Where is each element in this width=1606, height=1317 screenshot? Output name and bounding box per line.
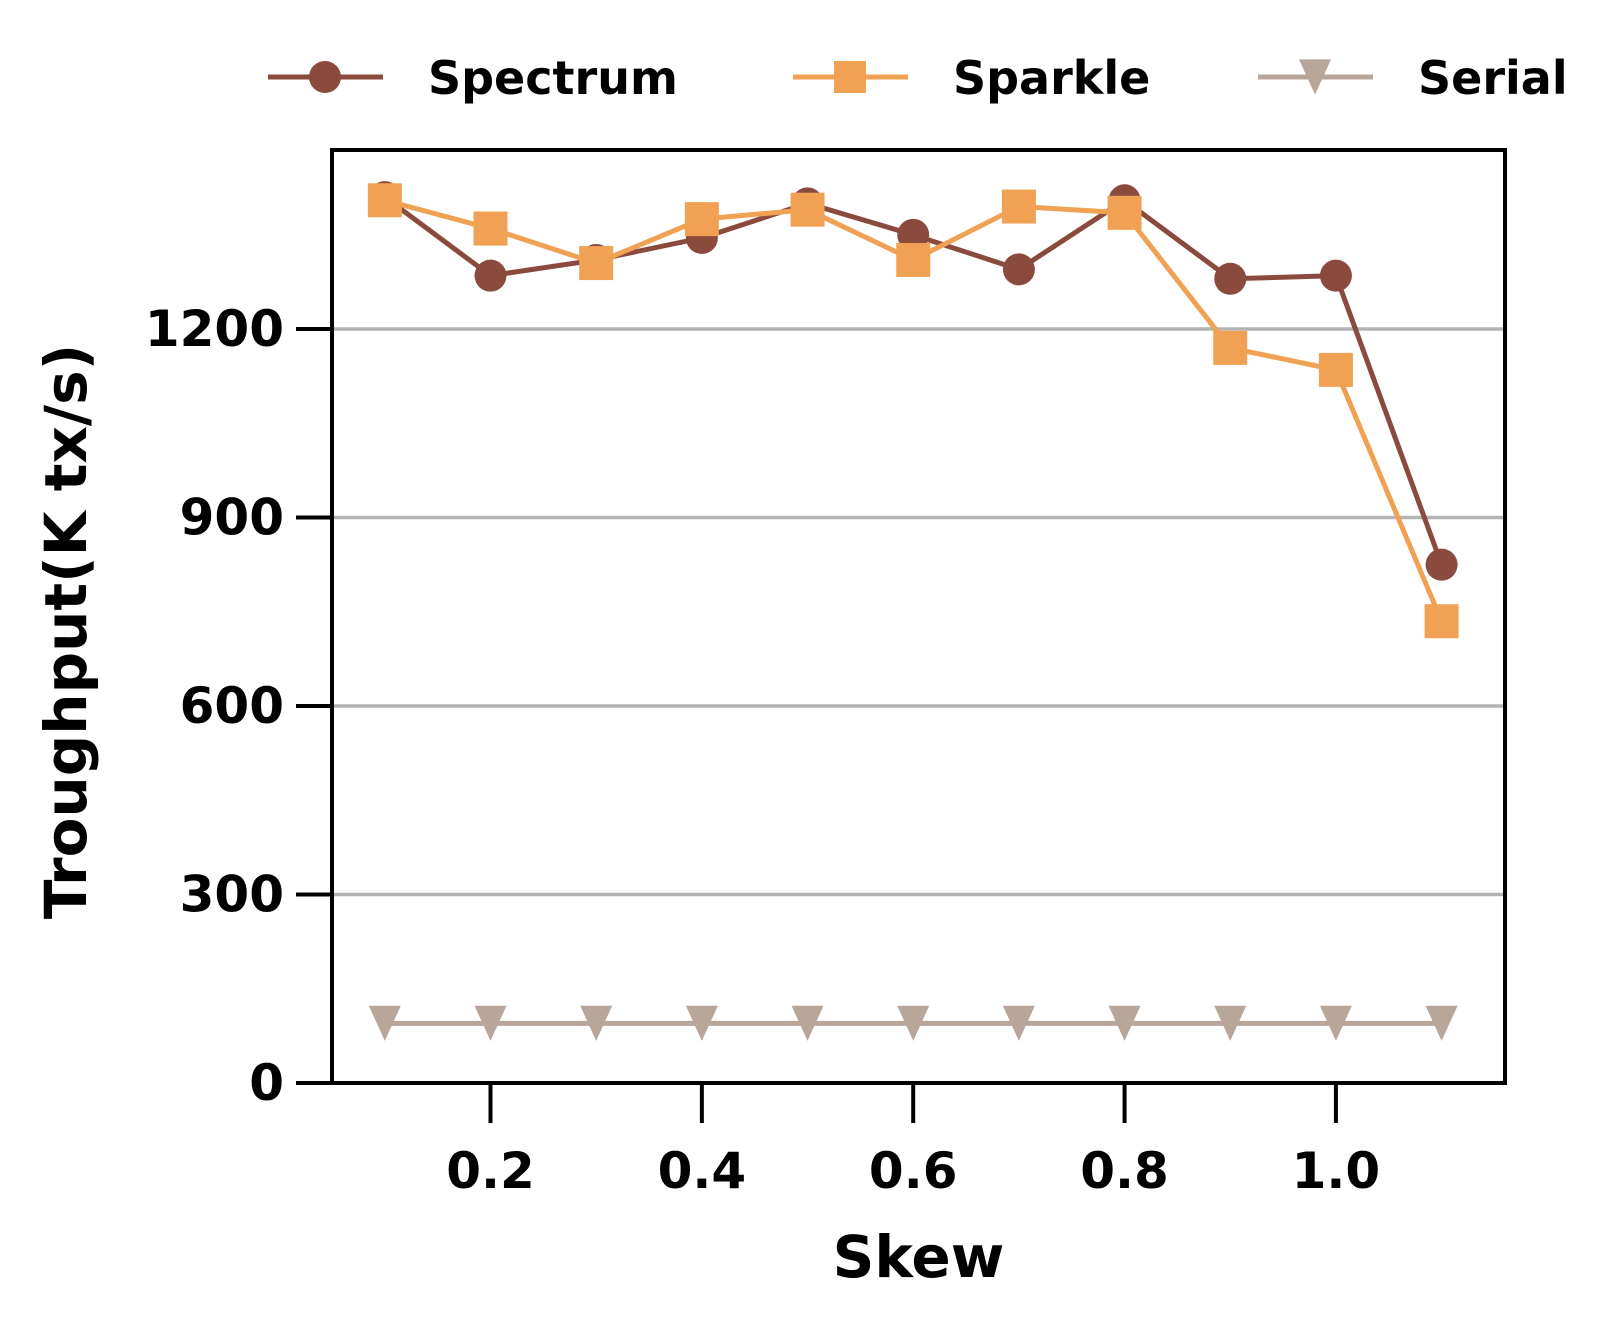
y-axis-title: Troughput(K tx/s) bbox=[32, 344, 100, 919]
data-point-serial bbox=[1002, 1005, 1035, 1041]
data-point-spectrum bbox=[1002, 253, 1035, 286]
data-point-spectrum bbox=[1425, 548, 1458, 581]
data-point-sparkle bbox=[579, 246, 614, 281]
data-point-sparkle bbox=[1424, 604, 1459, 639]
x-axis-title: Skew bbox=[833, 1223, 1005, 1291]
data-point-sparkle bbox=[1001, 189, 1036, 224]
legend-item-sparkle: Sparkle bbox=[793, 51, 1150, 105]
x-tick-label: 0.4 bbox=[658, 1142, 747, 1200]
legend: Spectrum Sparkle Serial bbox=[268, 51, 1568, 105]
data-point-serial bbox=[1214, 1005, 1247, 1041]
data-point-serial bbox=[368, 1005, 401, 1041]
x-tick-label: 0.6 bbox=[869, 1142, 958, 1200]
data-point-sparkle bbox=[1318, 352, 1353, 387]
x-tick-label: 0.8 bbox=[1080, 1142, 1169, 1200]
data-point-serial bbox=[1425, 1005, 1458, 1041]
legend-item-spectrum: Spectrum bbox=[268, 51, 678, 105]
series-lines bbox=[383, 195, 1444, 1026]
legend-label: Serial bbox=[1418, 51, 1568, 105]
data-point-spectrum bbox=[474, 259, 507, 292]
y-tick-label: 300 bbox=[180, 866, 284, 924]
data-point-serial bbox=[791, 1005, 824, 1041]
x-axis: 0.2 0.4 0.6 0.8 1.0 bbox=[446, 1083, 1380, 1200]
data-point-serial bbox=[474, 1005, 507, 1041]
data-point-sparkle bbox=[1107, 195, 1142, 230]
x-tick-label: 0.2 bbox=[446, 1142, 535, 1200]
legend-label: Spectrum bbox=[428, 51, 678, 105]
legend-label: Sparkle bbox=[953, 51, 1150, 105]
data-point-serial bbox=[685, 1005, 718, 1041]
data-point-sparkle bbox=[896, 242, 931, 277]
data-point-sparkle bbox=[790, 192, 825, 227]
gridlines bbox=[332, 327, 1505, 897]
data-point-sparkle bbox=[473, 211, 508, 246]
data-point-serial bbox=[897, 1005, 930, 1041]
legend-item-serial: Serial bbox=[1258, 51, 1568, 105]
y-tick-label: 900 bbox=[180, 489, 284, 547]
x-tick-label: 1.0 bbox=[1292, 1142, 1381, 1200]
data-point-sparkle bbox=[684, 202, 719, 237]
data-point-spectrum bbox=[897, 218, 930, 251]
data-point-serial bbox=[1108, 1005, 1141, 1041]
y-axis: 0 300 600 900 1200 bbox=[145, 300, 332, 1112]
data-point-spectrum bbox=[1319, 259, 1352, 292]
data-point-sparkle bbox=[367, 183, 402, 218]
plot-frame bbox=[330, 148, 1507, 1085]
data-point-serial bbox=[580, 1005, 613, 1041]
data-point-spectrum bbox=[1214, 262, 1247, 295]
y-tick-label: 1200 bbox=[145, 300, 284, 358]
series-markers bbox=[367, 181, 1459, 1041]
data-point-serial bbox=[1319, 1005, 1352, 1041]
legend-marker bbox=[834, 61, 866, 93]
data-point-sparkle bbox=[1213, 330, 1248, 365]
y-tick-label: 0 bbox=[249, 1054, 284, 1112]
legend-marker bbox=[309, 61, 341, 93]
legend-marker bbox=[1299, 59, 1331, 95]
y-tick-label: 600 bbox=[180, 677, 284, 735]
